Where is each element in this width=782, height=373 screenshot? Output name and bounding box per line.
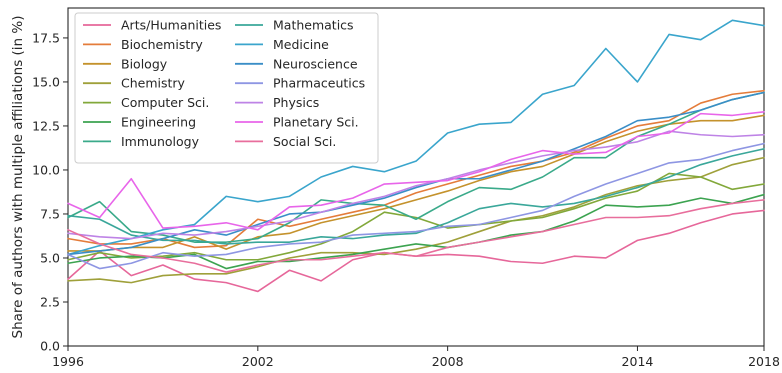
legend-item: Medicine <box>235 37 329 52</box>
legend-label: Social Sci. <box>273 134 336 149</box>
x-axis: 1996 2002 2008 2014 2018 <box>52 346 780 369</box>
legend-item: Neuroscience <box>235 56 358 71</box>
x-tick-label: 2008 <box>432 354 464 369</box>
y-tick-label: 5.0 <box>40 250 60 265</box>
legend-label: Physics <box>273 95 319 110</box>
legend-item: Immunology <box>83 134 200 149</box>
series-line-physics <box>67 130 765 240</box>
legend-item: Computer Sci. <box>83 95 209 110</box>
legend-item: Pharmaceutics <box>235 76 365 91</box>
legend-item: Physics <box>235 95 319 110</box>
legend-label: Biology <box>121 56 168 71</box>
legend-item: Chemistry <box>83 76 186 91</box>
series-line-planetary-sci <box>67 111 765 231</box>
legend-item: Arts/Humanities <box>83 18 221 33</box>
legend-item: Social Sci. <box>235 134 336 149</box>
y-tick-label: 7.5 <box>40 206 60 221</box>
series-line-arts-humanities <box>67 209 765 293</box>
x-tick-label: 2002 <box>242 354 274 369</box>
series-line-pharmaceutics <box>67 142 765 270</box>
series-layer <box>67 19 765 293</box>
y-tick-label: 2.5 <box>40 294 60 309</box>
series-line-neuroscience <box>67 91 765 256</box>
legend-item: Biology <box>83 56 168 71</box>
legend-label: Computer Sci. <box>121 95 209 110</box>
legend-item: Planetary Sci. <box>235 115 359 130</box>
legend-label: Mathematics <box>273 18 354 33</box>
series-line-chemistry <box>67 156 765 284</box>
legend-item: Biochemistry <box>83 37 203 52</box>
legend-label: Immunology <box>121 134 200 149</box>
legend-label: Arts/Humanities <box>121 18 221 33</box>
series-line-mathematics <box>67 148 765 245</box>
x-tick-label: 1996 <box>52 354 84 369</box>
y-tick-label: 0.0 <box>40 339 60 354</box>
series-line-biochemistry <box>67 89 765 249</box>
x-tick-label: 2018 <box>748 354 780 369</box>
series-line-social-sci <box>67 199 765 273</box>
y-axis-label: Share of authors with multiple affiliati… <box>10 16 26 339</box>
series-line-computer-sci <box>67 172 765 261</box>
legend-label: Biochemistry <box>121 37 203 52</box>
y-axis: 0.0 2.5 5.0 7.5 10.0 12.5 15.0 17.5 <box>32 30 68 354</box>
y-tick-label: 12.5 <box>32 118 60 133</box>
legend: Arts/Humanities Biochemistry Biology Chemis… <box>74 12 379 164</box>
plot-area <box>67 7 765 347</box>
legend-item: Engineering <box>83 115 196 130</box>
legend-item: Mathematics <box>235 18 354 33</box>
y-tick-label: 10.0 <box>32 162 60 177</box>
legend-box <box>74 12 379 164</box>
x-tick-label: 2014 <box>622 354 654 369</box>
legend-label: Planetary Sci. <box>273 115 359 130</box>
y-tick-label: 15.0 <box>32 74 60 89</box>
plot-frame <box>67 7 765 347</box>
legend-label: Engineering <box>121 115 196 130</box>
legend-label: Medicine <box>273 37 329 52</box>
legend-label: Pharmaceutics <box>273 76 365 91</box>
legend-label: Chemistry <box>121 76 186 91</box>
y-tick-label: 17.5 <box>32 30 60 45</box>
legend-label: Neuroscience <box>273 56 358 71</box>
